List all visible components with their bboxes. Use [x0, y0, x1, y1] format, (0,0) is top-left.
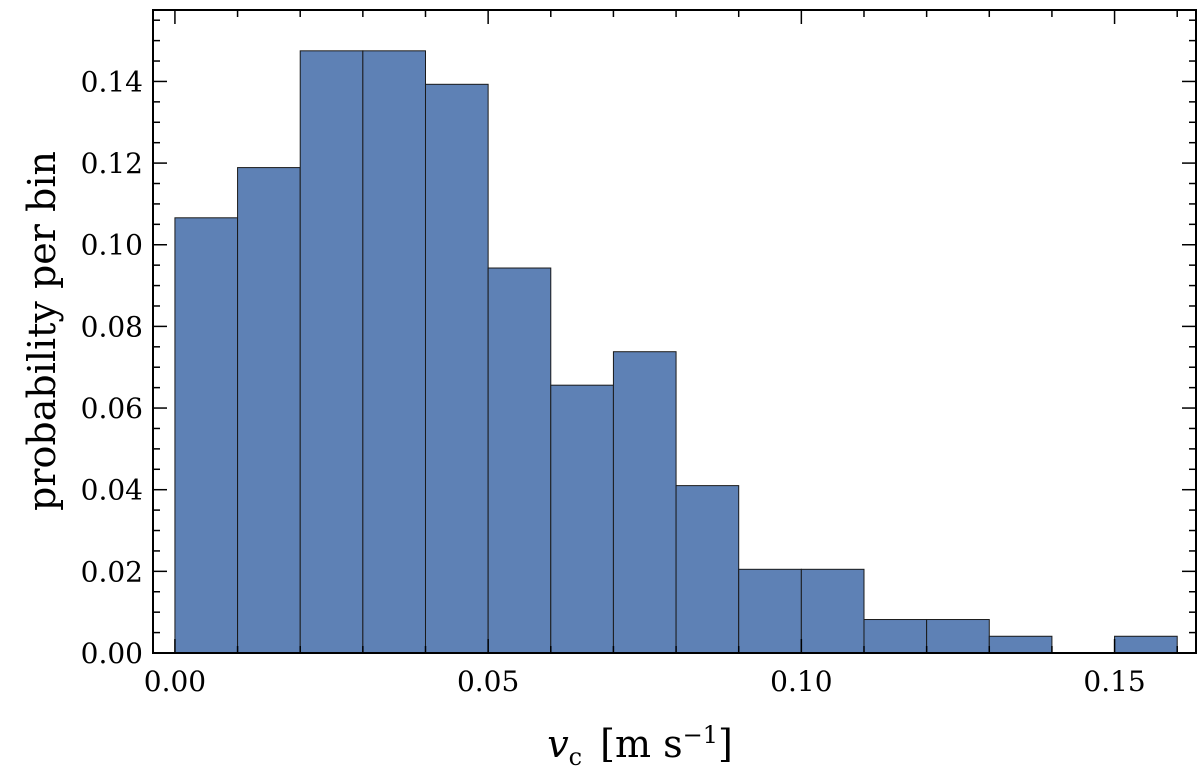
x-axis-label-exponent: −1 [683, 721, 718, 749]
y-tick-label: 0.02 [81, 555, 143, 588]
histogram-bar-6 [550, 384, 614, 654]
histogram-bar-8 [675, 485, 740, 654]
bars-group [174, 50, 1178, 654]
histogram-bar-9 [738, 568, 802, 654]
plot-frame [152, 9, 1197, 654]
y-tick-label: 0.06 [81, 392, 143, 425]
x-tick-label: 0.15 [1083, 665, 1145, 698]
x-axis-label-variable: v [547, 722, 569, 766]
x-axis-label-close: ] [718, 722, 733, 766]
y-tick-label: 0.14 [81, 65, 143, 98]
x-axis-label-subscript: c [569, 743, 582, 771]
x-tick-label: 0.10 [770, 665, 832, 698]
x-tick-label: 0.00 [144, 665, 206, 698]
histogram-bar-3 [362, 50, 426, 654]
y-tick-label: 0.12 [81, 147, 143, 180]
tick-labels-group: 0.00 0.02 0.04 0.06 0.08 0.10 0.12 0.14 0.00 0.05… [81, 65, 1146, 698]
y-tick-label: 0.04 [81, 474, 143, 507]
histogram-bar-2 [299, 50, 364, 654]
histogram-bar-1 [237, 167, 301, 654]
y-tick-label: 0.08 [81, 310, 143, 343]
histogram-bar-4 [424, 83, 489, 654]
histogram-bar-10 [800, 568, 865, 654]
histogram-bar-0 [174, 217, 239, 654]
histogram-bar-11 [863, 619, 928, 654]
x-tick-label: 0.05 [457, 665, 519, 698]
x-axis-label-unit: [m s [600, 722, 682, 766]
histogram-bar-15 [1114, 635, 1178, 654]
histogram-bar-7 [612, 351, 677, 654]
y-tick-label: 0.00 [81, 637, 143, 670]
histogram-bar-12 [926, 619, 990, 654]
y-tick-label: 0.10 [81, 229, 143, 262]
histogram-bar-13 [988, 635, 1053, 654]
histogram-bar-5 [487, 267, 552, 654]
x-axis-label: vc [m s−1] [547, 721, 733, 771]
y-axis-label: probability per bin [20, 151, 64, 511]
ticks-group [153, 10, 1196, 654]
